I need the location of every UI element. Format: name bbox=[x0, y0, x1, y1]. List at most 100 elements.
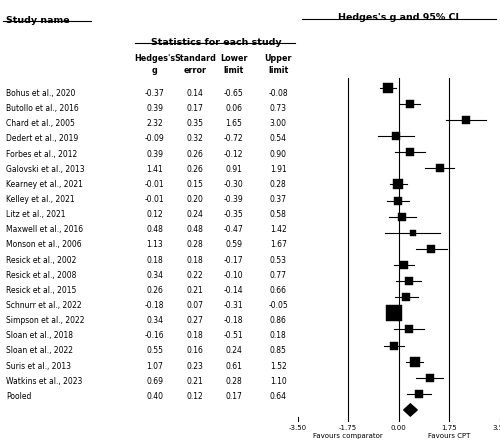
Text: 1.13: 1.13 bbox=[146, 241, 163, 249]
Text: 0.15: 0.15 bbox=[186, 180, 204, 189]
Text: -0.47: -0.47 bbox=[224, 225, 244, 234]
Text: 0.32: 0.32 bbox=[186, 134, 204, 144]
Text: 0.18: 0.18 bbox=[270, 331, 286, 340]
Text: -0.18: -0.18 bbox=[224, 316, 244, 325]
Text: Favours comparator: Favours comparator bbox=[313, 432, 383, 439]
Text: -0.12: -0.12 bbox=[224, 150, 244, 159]
Text: 0.66: 0.66 bbox=[270, 286, 286, 295]
Text: 0.40: 0.40 bbox=[146, 392, 163, 401]
Text: -0.30: -0.30 bbox=[224, 180, 244, 189]
Text: 0.37: 0.37 bbox=[270, 195, 286, 204]
Text: Litz et al., 2021: Litz et al., 2021 bbox=[6, 210, 66, 219]
Text: -0.31: -0.31 bbox=[224, 301, 244, 310]
Text: Lower: Lower bbox=[220, 54, 248, 63]
Text: 0.20: 0.20 bbox=[186, 195, 204, 204]
Text: 0.53: 0.53 bbox=[270, 256, 286, 264]
Text: 0.86: 0.86 bbox=[270, 316, 286, 325]
Text: -0.08: -0.08 bbox=[268, 89, 288, 98]
Text: -0.35: -0.35 bbox=[224, 210, 244, 219]
Text: -0.72: -0.72 bbox=[224, 134, 244, 144]
Text: 1.07: 1.07 bbox=[146, 361, 163, 370]
Text: Resick et al., 2008: Resick et al., 2008 bbox=[6, 271, 76, 280]
Text: 0.28: 0.28 bbox=[270, 180, 286, 189]
Text: Sloan et al., 2018: Sloan et al., 2018 bbox=[6, 331, 73, 340]
Text: 0.18: 0.18 bbox=[186, 331, 203, 340]
Text: Forbes et al., 2012: Forbes et al., 2012 bbox=[6, 150, 77, 159]
Text: 0.61: 0.61 bbox=[225, 361, 242, 370]
Text: -0.51: -0.51 bbox=[224, 331, 244, 340]
Text: error: error bbox=[184, 66, 206, 75]
Text: Resick et al., 2002: Resick et al., 2002 bbox=[6, 256, 76, 264]
Text: Monson et al., 2006: Monson et al., 2006 bbox=[6, 241, 82, 249]
Text: 0.23: 0.23 bbox=[186, 361, 204, 370]
Text: limit: limit bbox=[224, 66, 244, 75]
Text: 0.28: 0.28 bbox=[225, 377, 242, 386]
Text: Chard et al., 2005: Chard et al., 2005 bbox=[6, 119, 75, 128]
Text: Favours CPT: Favours CPT bbox=[428, 432, 470, 439]
Text: 0.22: 0.22 bbox=[186, 271, 203, 280]
Text: -3.50: -3.50 bbox=[288, 425, 306, 431]
Text: -0.05: -0.05 bbox=[268, 301, 288, 310]
Text: Simpson et al., 2022: Simpson et al., 2022 bbox=[6, 316, 84, 325]
Text: Dedert et al., 2019: Dedert et al., 2019 bbox=[6, 134, 78, 144]
Text: 3.00: 3.00 bbox=[270, 119, 286, 128]
Text: 0.27: 0.27 bbox=[186, 316, 204, 325]
Text: Standard: Standard bbox=[174, 54, 216, 63]
Text: 0.59: 0.59 bbox=[225, 241, 242, 249]
Text: Study name: Study name bbox=[6, 16, 70, 24]
Text: 1.41: 1.41 bbox=[146, 165, 163, 174]
Text: -0.10: -0.10 bbox=[224, 271, 244, 280]
Text: 1.52: 1.52 bbox=[270, 361, 286, 370]
Text: 0.48: 0.48 bbox=[146, 225, 163, 234]
Text: 2.32: 2.32 bbox=[146, 119, 163, 128]
Text: 0.34: 0.34 bbox=[146, 316, 163, 325]
Polygon shape bbox=[404, 404, 417, 416]
Text: 0.12: 0.12 bbox=[146, 210, 163, 219]
Text: Bohus et al., 2020: Bohus et al., 2020 bbox=[6, 89, 75, 98]
Text: -1.75: -1.75 bbox=[339, 425, 357, 431]
Text: Hedges's g and 95% CI: Hedges's g and 95% CI bbox=[338, 13, 459, 22]
Text: -0.18: -0.18 bbox=[145, 301, 165, 310]
Text: -0.39: -0.39 bbox=[224, 195, 244, 204]
Text: 0.16: 0.16 bbox=[186, 346, 204, 355]
Text: 1.75: 1.75 bbox=[442, 425, 457, 431]
Text: -0.01: -0.01 bbox=[145, 180, 165, 189]
Text: 0.07: 0.07 bbox=[186, 301, 204, 310]
Text: 0.24: 0.24 bbox=[225, 346, 242, 355]
Text: 0.21: 0.21 bbox=[186, 377, 203, 386]
Text: 0.26: 0.26 bbox=[146, 286, 163, 295]
Text: -0.01: -0.01 bbox=[145, 195, 165, 204]
Text: 0.18: 0.18 bbox=[186, 256, 203, 264]
Text: -0.17: -0.17 bbox=[224, 256, 244, 264]
Text: 0.14: 0.14 bbox=[186, 89, 204, 98]
Text: Statistics for each study: Statistics for each study bbox=[151, 38, 282, 47]
Text: Sloan et al., 2022: Sloan et al., 2022 bbox=[6, 346, 73, 355]
Text: 0.28: 0.28 bbox=[186, 241, 203, 249]
Text: Upper: Upper bbox=[264, 54, 292, 63]
Text: 1.42: 1.42 bbox=[270, 225, 286, 234]
Text: Galovski et al., 2013: Galovski et al., 2013 bbox=[6, 165, 84, 174]
Text: Hedges's: Hedges's bbox=[134, 54, 175, 63]
Text: Suris et al., 2013: Suris et al., 2013 bbox=[6, 361, 71, 370]
Text: g: g bbox=[152, 66, 158, 75]
Text: 1.10: 1.10 bbox=[270, 377, 286, 386]
Text: 0.00: 0.00 bbox=[391, 425, 406, 431]
Text: 0.48: 0.48 bbox=[186, 225, 204, 234]
Text: 0.26: 0.26 bbox=[186, 150, 204, 159]
Text: 0.26: 0.26 bbox=[186, 165, 204, 174]
Text: 0.17: 0.17 bbox=[225, 392, 242, 401]
Text: Kelley et al., 2021: Kelley et al., 2021 bbox=[6, 195, 74, 204]
Text: 0.69: 0.69 bbox=[146, 377, 163, 386]
Text: -0.09: -0.09 bbox=[145, 134, 165, 144]
Text: 3.50: 3.50 bbox=[492, 425, 500, 431]
Text: 0.64: 0.64 bbox=[270, 392, 286, 401]
Text: 0.18: 0.18 bbox=[146, 256, 163, 264]
Text: 0.24: 0.24 bbox=[186, 210, 204, 219]
Text: 0.17: 0.17 bbox=[186, 104, 204, 113]
Text: 0.77: 0.77 bbox=[270, 271, 286, 280]
Text: 1.91: 1.91 bbox=[270, 165, 286, 174]
Text: 0.58: 0.58 bbox=[270, 210, 286, 219]
Text: Schnurr et al., 2022: Schnurr et al., 2022 bbox=[6, 301, 82, 310]
Text: -0.65: -0.65 bbox=[224, 89, 244, 98]
Text: Resick et al., 2015: Resick et al., 2015 bbox=[6, 286, 76, 295]
